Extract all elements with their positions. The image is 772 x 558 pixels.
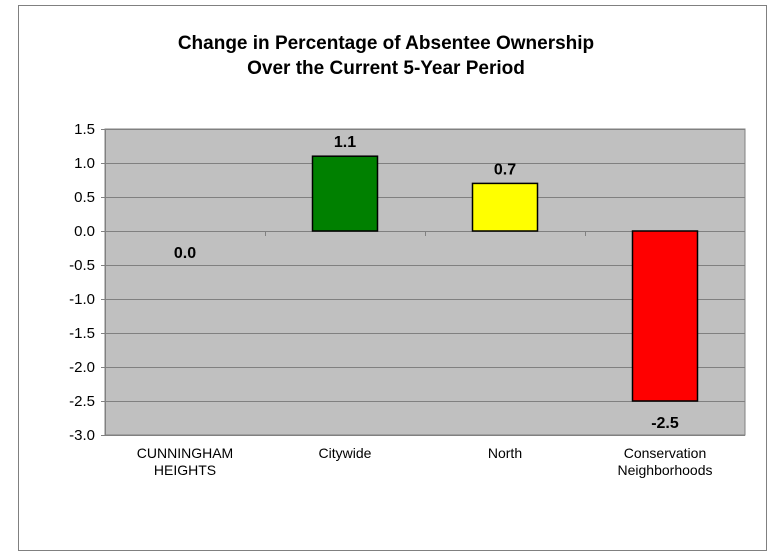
y-tick-label: -0.5 (69, 257, 95, 274)
y-tick-label: -1.5 (69, 325, 95, 342)
category-label: CUNNINGHAM (137, 445, 233, 461)
y-axis: 1.5 1.0 0.5 0.0 -0.5 -1.0 -1.5 -2.0 -2.5 -3.0 (69, 121, 106, 444)
y-tick-label: 0.5 (74, 189, 95, 206)
category-label: Conservation (624, 445, 707, 461)
y-tick-label: -2.5 (69, 393, 95, 410)
y-tick-label: 1.5 (74, 121, 95, 138)
bars (311, 155, 699, 402)
bar (631, 230, 699, 402)
chart-title: Change in Percentage of Absentee Ownersh… (177, 33, 595, 54)
y-tick-label: -2.0 (69, 359, 95, 376)
gridlines (105, 129, 745, 436)
bar (311, 155, 379, 232)
data-label: 0.0 (174, 245, 196, 262)
y-tick-label: -3.0 (69, 427, 95, 444)
chart-subtitle: Over the Current 5-Year Period (247, 58, 525, 79)
data-labels: 0.0 1.1 0.7 -2.5 (174, 134, 679, 432)
data-label: 1.1 (334, 134, 356, 151)
category-label: Neighborhoods (618, 462, 713, 478)
y-tick-label: -1.0 (69, 291, 95, 308)
category-label: North (488, 445, 522, 461)
chart-title-block: Change in Percentage of Absentee Ownersh… (0, 31, 772, 81)
category-label: HEIGHTS (154, 462, 216, 478)
data-label: -2.5 (651, 415, 679, 432)
y-tick-label: 1.0 (74, 155, 95, 172)
y-tick-label: 0.0 (74, 223, 95, 240)
bar (471, 182, 539, 232)
data-label: 0.7 (494, 161, 516, 178)
category-label: Citywide (319, 445, 372, 461)
